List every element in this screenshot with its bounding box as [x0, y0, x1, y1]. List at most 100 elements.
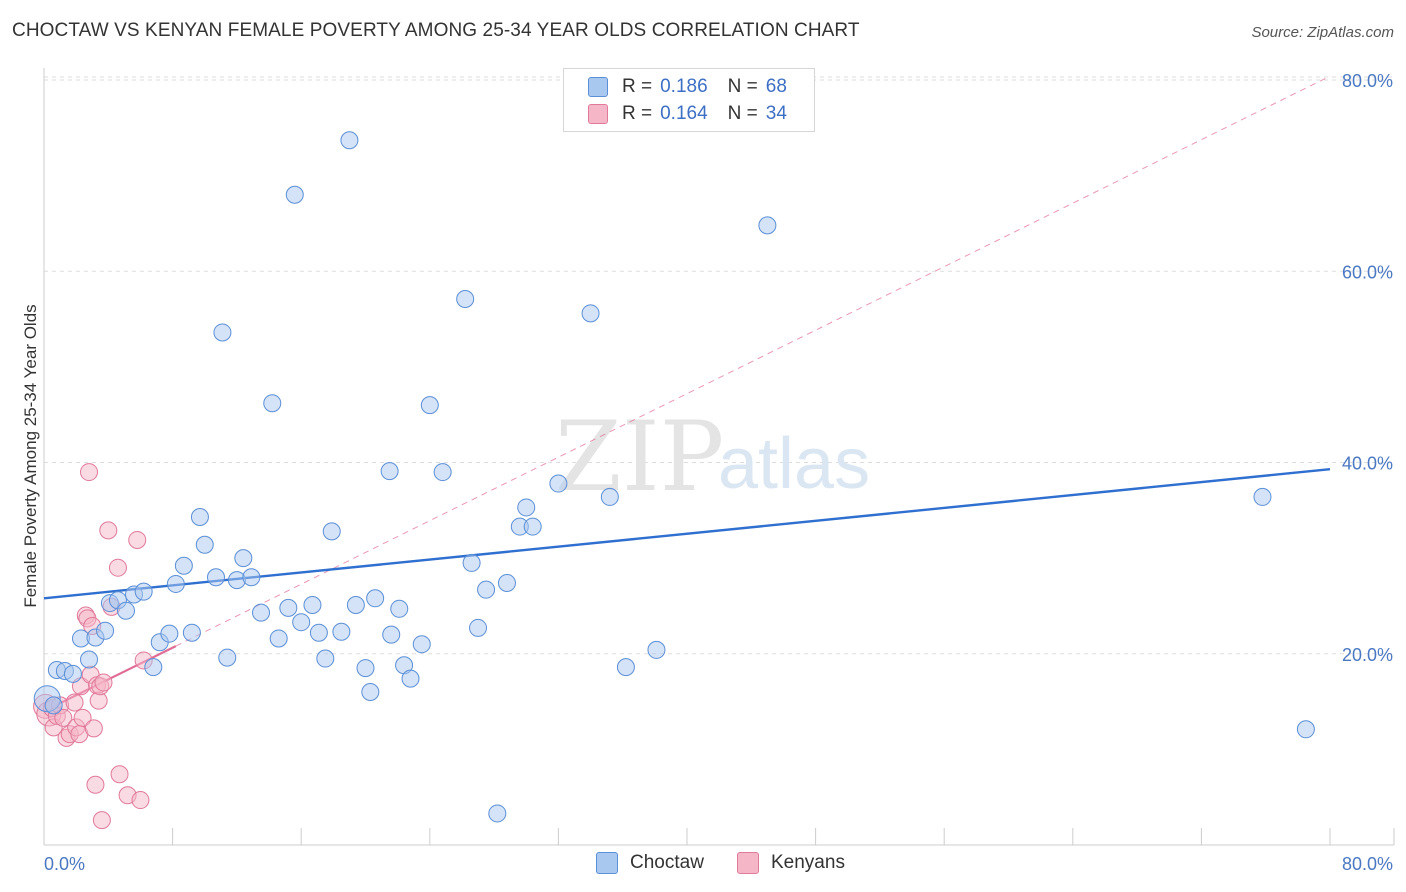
choctaw-point [182, 623, 201, 642]
legend: R = 0.186 N = 68 R = 0.164 N = 34 [563, 68, 815, 132]
choctaw-point [382, 625, 401, 644]
choctaw-point [758, 216, 777, 235]
tick-labels: 20.0% 40.0% 60.0% 80.0% 0.0% 80.0% [44, 71, 1393, 874]
choctaw-point [63, 664, 82, 683]
watermark-zip: ZIP [555, 401, 724, 513]
choctaw-point [412, 635, 431, 654]
choctaw-point [144, 658, 163, 677]
choctaw-point [340, 131, 359, 150]
legend-r-label: R = [622, 76, 653, 97]
choctaw-point [600, 487, 619, 506]
bottom-legend-swatch-choctaw [596, 852, 618, 874]
choctaw-point [116, 601, 135, 620]
y-tick-label: 60.0% [1342, 262, 1393, 282]
bottom-legend-choctaw: Choctaw [596, 852, 704, 874]
choctaw-point [292, 613, 311, 632]
choctaw-point [1253, 487, 1272, 506]
choctaw-point [332, 622, 351, 641]
bottom-legend-label-kenyans: Kenyans [771, 852, 845, 873]
kenyans-point [54, 708, 73, 727]
kenyans-point [84, 719, 103, 738]
watermark-atlas: atlas [718, 424, 870, 504]
choctaw-point [361, 683, 380, 701]
choctaw-point [462, 553, 481, 572]
legend-n-value: 68 [765, 76, 787, 97]
axes [43, 68, 1395, 846]
legend-row-choctaw: R = 0.186 N = 68 [588, 75, 787, 99]
choctaw-points [33, 131, 1315, 823]
kenyans-point [86, 775, 105, 794]
legend-n-label: N = [727, 76, 758, 97]
legend-swatch-choctaw [588, 77, 608, 97]
choctaw-point [517, 498, 536, 517]
choctaw-point [477, 580, 496, 599]
choctaw-point [166, 574, 185, 593]
kenyans-trend-extension [175, 75, 1331, 647]
choctaw-point [346, 595, 365, 614]
legend-row-kenyans: R = 0.164 N = 34 [588, 102, 787, 126]
choctaw-point [44, 696, 63, 715]
choctaw-point [380, 462, 399, 481]
choctaw-point [469, 618, 488, 637]
bottom-legend-kenyans: Kenyans [737, 852, 845, 874]
x-tick-label: 80.0% [1342, 854, 1393, 874]
y-axis-title: Female Poverty Among 25-34 Year Olds [21, 304, 40, 607]
choctaw-point [647, 640, 666, 659]
choctaw-point [285, 185, 304, 204]
choctaw-point [420, 396, 439, 415]
legend-r-label: R = [622, 103, 653, 124]
choctaw-point [390, 599, 409, 618]
choctaw-point [433, 463, 452, 482]
kenyans-point [80, 463, 99, 482]
gridlines [44, 76, 1394, 655]
chart-title: CHOCTAW VS KENYAN FEMALE POVERTY AMONG 2… [12, 20, 860, 41]
choctaw-point [356, 659, 375, 678]
choctaw-point [616, 658, 635, 677]
bottom-legend-label-choctaw: Choctaw [630, 852, 704, 873]
choctaw-point [213, 323, 232, 342]
kenyans-point [131, 791, 150, 810]
choctaw-point [401, 669, 420, 688]
source-label: Source: ZipAtlas.com [1251, 24, 1394, 41]
kenyans-point [99, 521, 118, 540]
choctaw-point [207, 568, 226, 587]
legend-r-value: 0.164 [660, 103, 708, 124]
kenyans-points [33, 463, 153, 830]
choctaw-point [80, 650, 99, 669]
choctaw-point [252, 603, 271, 622]
choctaw-point [218, 648, 237, 667]
kenyans-point [94, 673, 113, 692]
kenyans-point [73, 708, 92, 727]
choctaw-point [366, 589, 385, 608]
choctaw-point [263, 394, 282, 413]
choctaw-point [581, 304, 600, 323]
kenyans-point [128, 530, 147, 549]
choctaw-point [96, 621, 115, 640]
choctaw-point [303, 595, 322, 614]
choctaw-point [160, 624, 179, 643]
choctaw-point [456, 289, 475, 308]
choctaw-point [322, 522, 341, 541]
x-tick-label: 0.0% [44, 854, 85, 874]
y-tick-label: 20.0% [1342, 645, 1393, 665]
legend-n-label: N = [727, 103, 758, 124]
bottom-legend-swatch-kenyans [737, 852, 759, 874]
legend-n-value: 34 [765, 103, 787, 124]
y-tick-label: 80.0% [1342, 71, 1393, 91]
choctaw-point [488, 804, 507, 823]
choctaw-point [234, 549, 253, 568]
choctaw-point [1296, 720, 1315, 739]
watermark: ZIP atlas [555, 401, 870, 513]
kenyans-point [92, 811, 111, 830]
choctaw-point [523, 517, 542, 536]
legend-r-value: 0.186 [660, 76, 708, 97]
choctaw-point [195, 535, 214, 554]
kenyans-point [108, 558, 127, 577]
kenyans-point [110, 765, 129, 784]
legend-swatch-kenyans [588, 104, 608, 124]
choctaw-point [309, 623, 328, 642]
choctaw-point [316, 649, 335, 668]
choctaw-point [242, 568, 261, 587]
choctaw-point [497, 573, 516, 592]
